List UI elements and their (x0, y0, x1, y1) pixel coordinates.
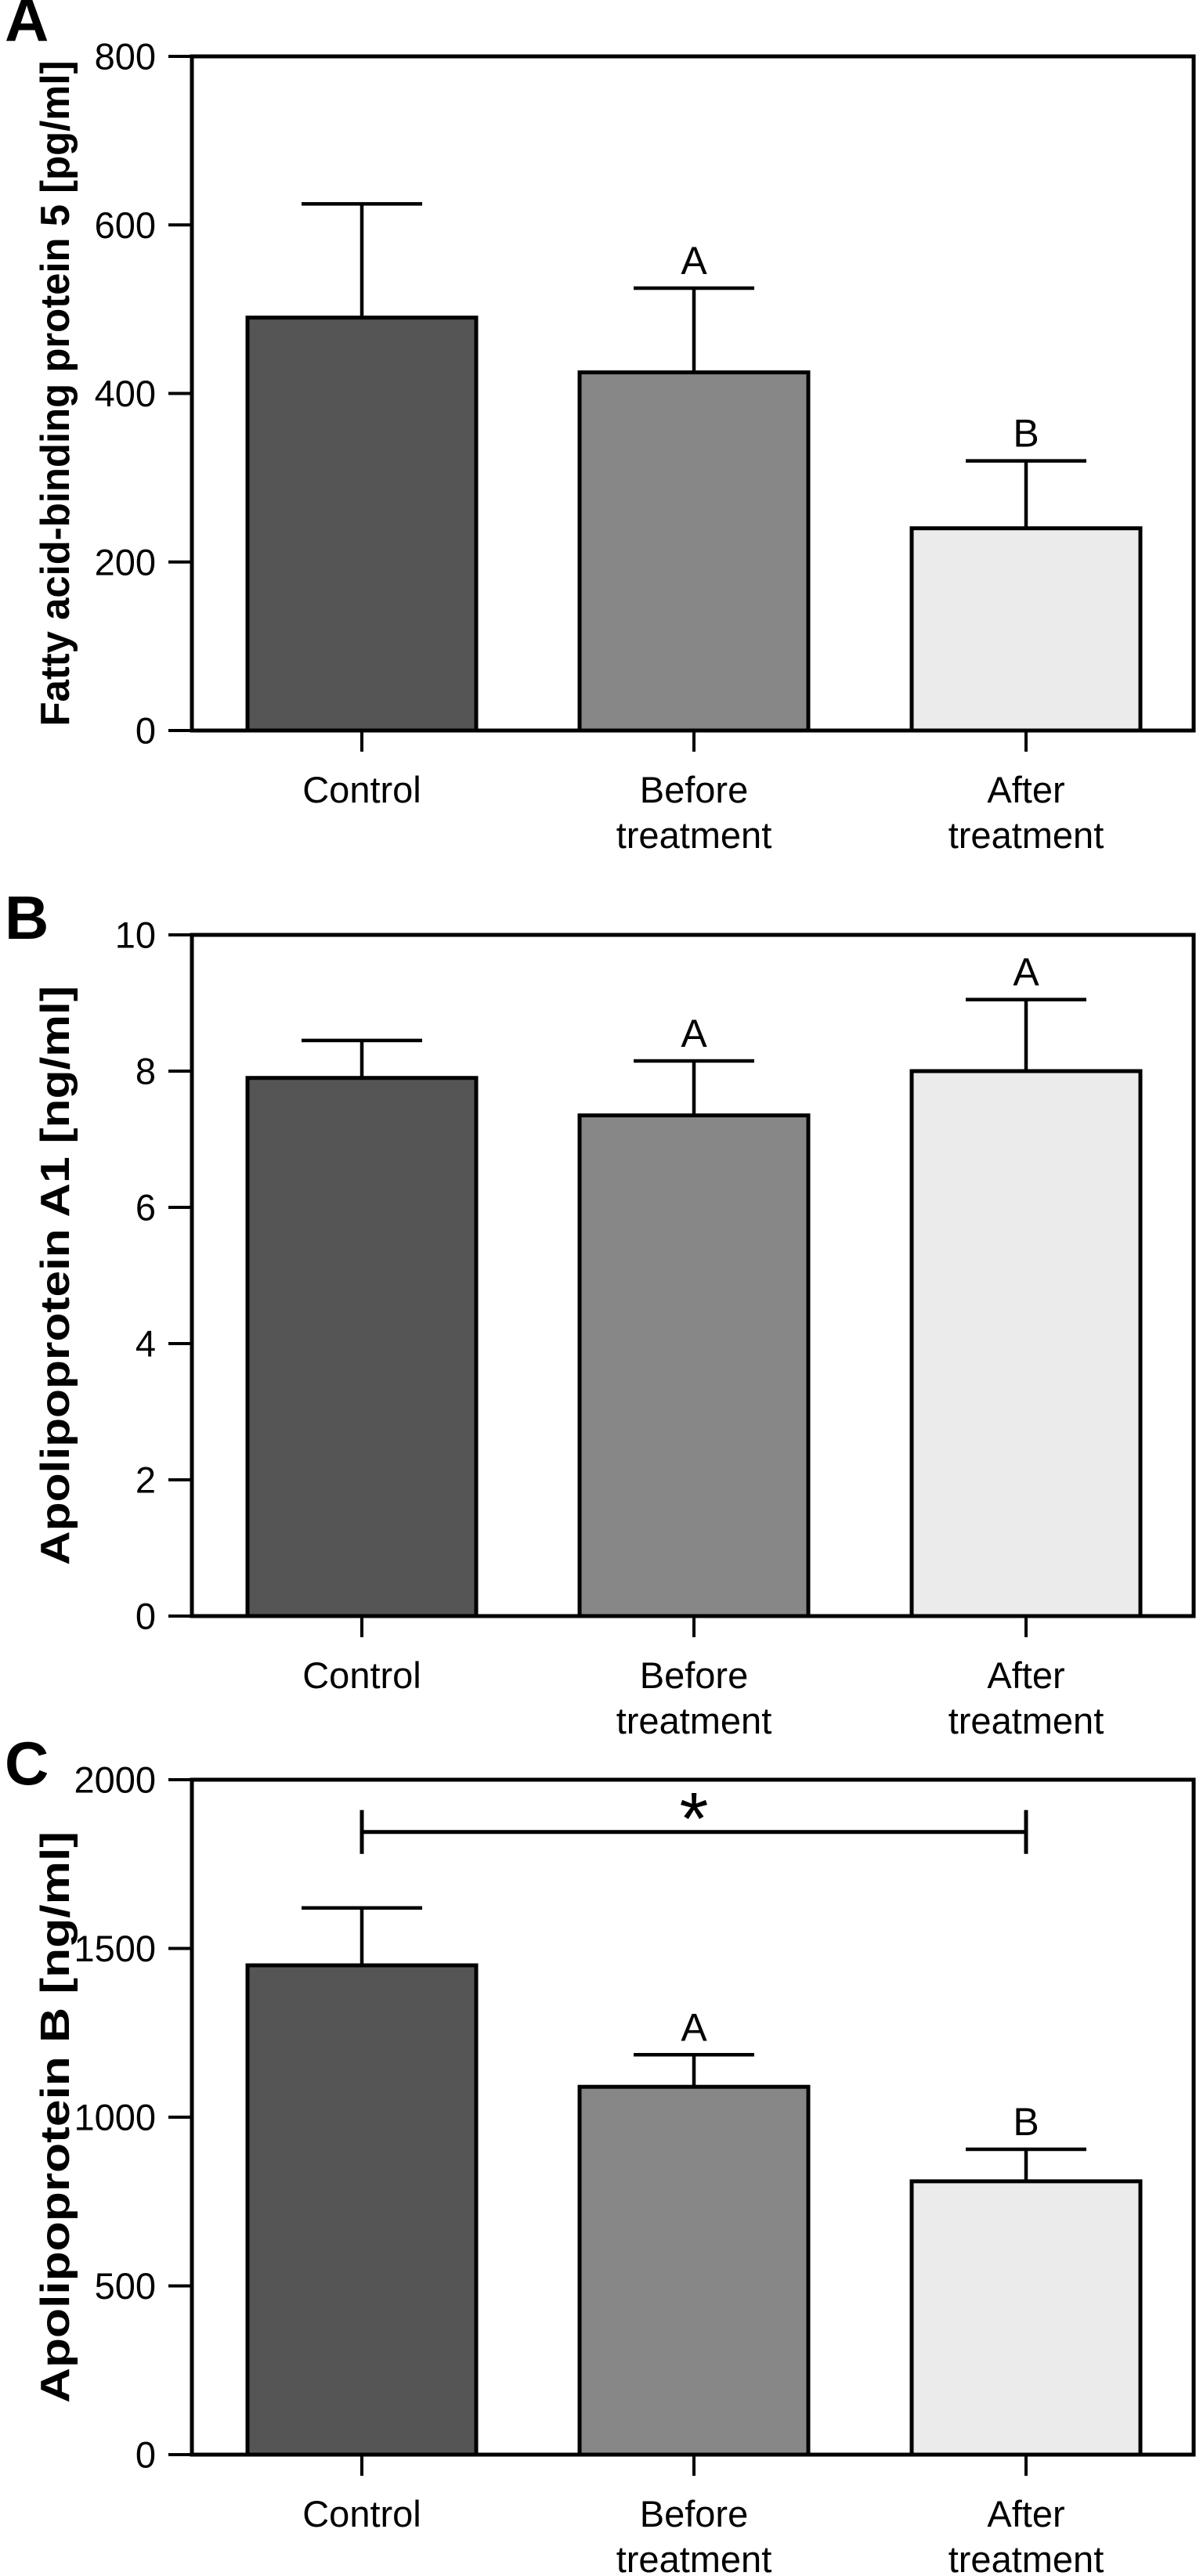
y-axis-title: Apolipoprotein A1 [ng/ml] (33, 986, 78, 1565)
y-tick-label: 1500 (74, 1928, 156, 1969)
bar-group-letter: A (681, 1012, 707, 1055)
bar-after-treatment (909, 2179, 1143, 2457)
bar-group-letter: B (1013, 2100, 1039, 2144)
category-label: treatment (948, 1700, 1104, 1741)
significance-asterisk: * (680, 1777, 709, 1860)
y-axis-title: Fatty acid-binding protein 5 [pg/ml] (33, 61, 78, 727)
bar-group-letter: A (1013, 951, 1039, 994)
y-tick-label: 2000 (74, 1759, 156, 1801)
panel-letter-a: A (5, 0, 49, 54)
bar-group-letter: B (1013, 412, 1039, 456)
y-axis-title: Apolipoprotein B [ng/ml] (33, 1831, 78, 2403)
y-tick-label: 200 (95, 541, 156, 583)
y-tick-label: 500 (95, 2265, 156, 2307)
panel-letter-c: C (5, 1729, 49, 1798)
category-label: treatment (948, 2538, 1104, 2576)
category-label: Before (640, 2493, 748, 2535)
category-label: Control (302, 769, 421, 810)
y-tick-label: 0 (135, 1596, 156, 1637)
y-tick-label: 2 (135, 1459, 156, 1501)
bar-control (245, 1076, 479, 1618)
category-label: After (987, 769, 1064, 810)
y-tick-label: 4 (135, 1323, 156, 1365)
category-label: Control (302, 1654, 421, 1696)
bar-after-treatment (909, 526, 1143, 733)
y-tick-label: 600 (95, 204, 156, 246)
bar-before-treatment (577, 2084, 811, 2457)
category-label: After (987, 2493, 1064, 2535)
bar-group-letter: A (681, 239, 707, 283)
bar-before-treatment (577, 1113, 811, 1618)
bar-before-treatment (577, 370, 811, 733)
bar-control (245, 316, 479, 733)
category-label: Before (640, 769, 748, 810)
panel-letter-b: B (5, 883, 49, 952)
y-tick-label: 400 (95, 373, 156, 414)
y-tick-label: 0 (135, 710, 156, 752)
y-tick-label: 8 (135, 1051, 156, 1092)
category-label: Before (640, 1654, 748, 1696)
category-label: treatment (616, 1700, 772, 1741)
bar-after-treatment (909, 1069, 1143, 1618)
y-tick-label: 6 (135, 1187, 156, 1228)
y-tick-label: 0 (135, 2434, 156, 2476)
y-tick-label: 800 (95, 36, 156, 78)
category-label: After (987, 1654, 1064, 1696)
category-label: treatment (948, 814, 1104, 856)
bar-group-letter: A (681, 2005, 707, 2049)
y-tick-label: 10 (115, 915, 156, 956)
y-tick-label: 1000 (74, 2097, 156, 2138)
bar-control (245, 1963, 479, 2457)
category-label: treatment (616, 2538, 772, 2576)
category-label: treatment (616, 814, 772, 856)
category-label: Control (302, 2493, 421, 2535)
